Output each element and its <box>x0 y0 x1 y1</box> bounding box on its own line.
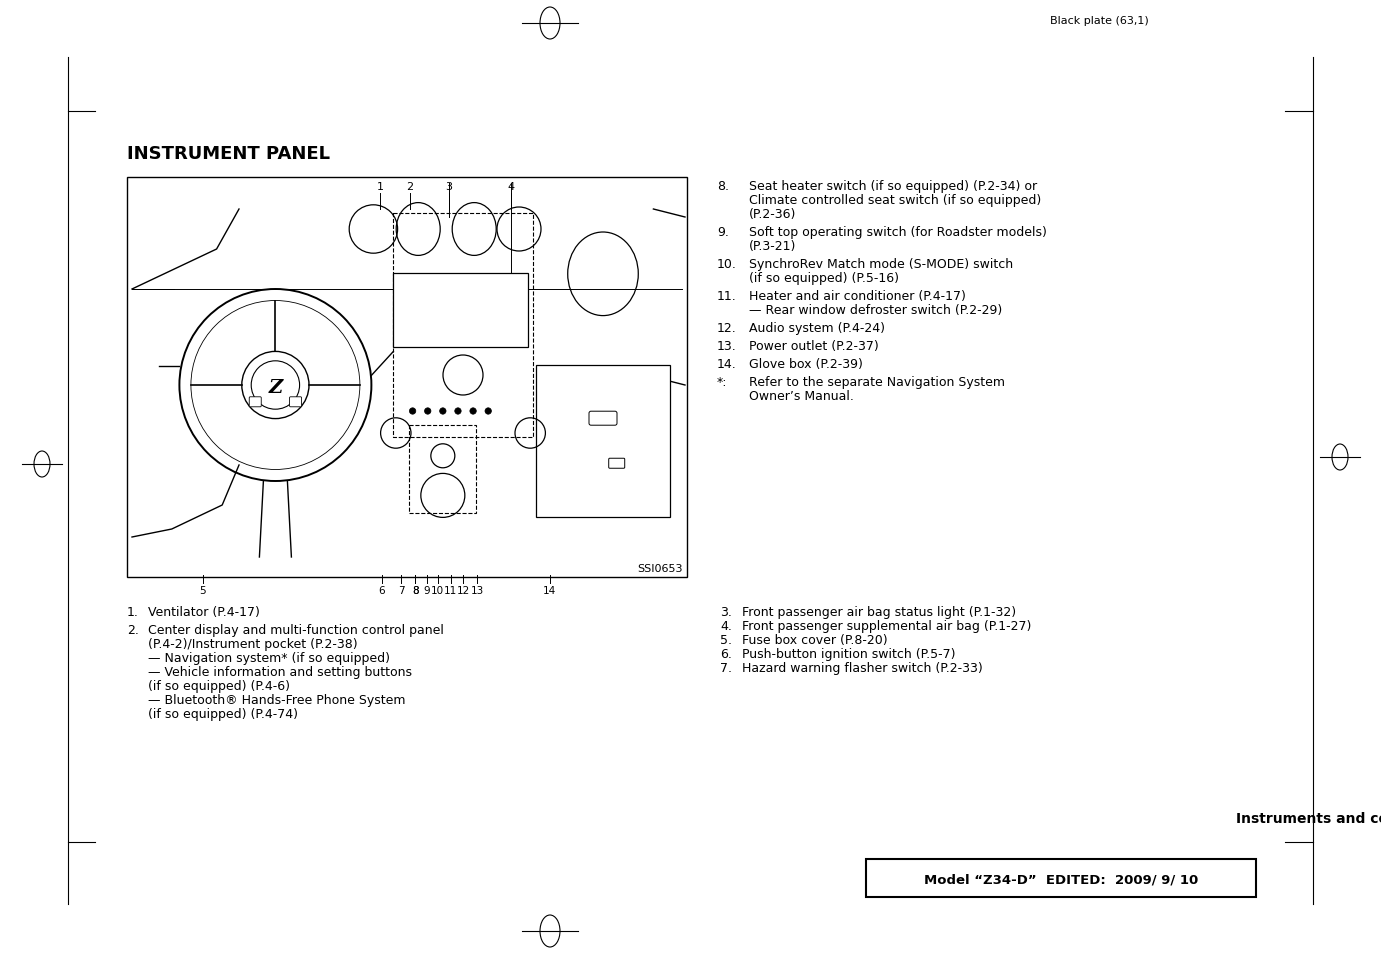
Text: Climate controlled seat switch (if so equipped): Climate controlled seat switch (if so eq… <box>749 193 1041 207</box>
Text: 8: 8 <box>412 585 418 596</box>
Text: Power outlet (P.2-37): Power outlet (P.2-37) <box>749 339 878 353</box>
Text: 13.: 13. <box>717 339 736 353</box>
Text: INSTRUMENT PANEL: INSTRUMENT PANEL <box>127 145 330 163</box>
Text: Front passenger air bag status light (P.1-32): Front passenger air bag status light (P.… <box>742 605 1016 618</box>
Text: 8: 8 <box>412 585 418 596</box>
Text: 14: 14 <box>543 585 557 596</box>
Text: (P.3-21): (P.3-21) <box>749 240 797 253</box>
Text: 5: 5 <box>199 585 206 596</box>
Text: Z: Z <box>268 378 283 396</box>
FancyBboxPatch shape <box>249 397 261 407</box>
Text: 7.: 7. <box>720 661 732 675</box>
Text: 6: 6 <box>378 585 385 596</box>
Text: 12.: 12. <box>717 322 736 335</box>
Text: Owner’s Manual.: Owner’s Manual. <box>749 390 853 402</box>
Text: 10.: 10. <box>717 257 737 271</box>
Text: 6.: 6. <box>720 647 732 660</box>
Text: 14.: 14. <box>717 357 736 371</box>
Text: 2.: 2. <box>127 623 139 637</box>
Circle shape <box>470 409 476 415</box>
Circle shape <box>485 409 492 415</box>
Text: Heater and air conditioner (P.4-17): Heater and air conditioner (P.4-17) <box>749 290 965 303</box>
Text: 2: 2 <box>406 182 413 192</box>
Text: 11.: 11. <box>717 290 736 303</box>
Text: Refer to the separate Navigation System: Refer to the separate Navigation System <box>749 375 1005 389</box>
Text: — Rear window defroster switch (P.2-29): — Rear window defroster switch (P.2-29) <box>749 304 1003 316</box>
Text: (P.2-36): (P.2-36) <box>749 208 797 221</box>
Text: — Vehicle information and setting buttons: — Vehicle information and setting button… <box>148 665 412 679</box>
FancyBboxPatch shape <box>590 412 617 426</box>
Text: Soft top operating switch (for Roadster models): Soft top operating switch (for Roadster … <box>749 226 1047 239</box>
Text: Instruments and controls: Instruments and controls <box>1236 811 1381 825</box>
Text: 7: 7 <box>398 585 405 596</box>
Text: *:: *: <box>717 375 728 389</box>
Text: Model “Z34-D”  EDITED:  2009/ 9/ 10: Model “Z34-D” EDITED: 2009/ 9/ 10 <box>924 873 1199 885</box>
Text: (if so equipped) (P.5-16): (if so equipped) (P.5-16) <box>749 272 899 285</box>
Circle shape <box>409 409 416 415</box>
Text: Push-button ignition switch (P.5-7): Push-button ignition switch (P.5-7) <box>742 647 956 660</box>
Circle shape <box>454 409 461 415</box>
Circle shape <box>424 409 431 415</box>
FancyBboxPatch shape <box>290 397 301 407</box>
Text: Ventilator (P.4-17): Ventilator (P.4-17) <box>148 605 260 618</box>
FancyBboxPatch shape <box>609 458 624 469</box>
Text: (if so equipped) (P.4-74): (if so equipped) (P.4-74) <box>148 707 298 720</box>
Text: Glove box (P.2-39): Glove box (P.2-39) <box>749 357 863 371</box>
Bar <box>536 366 670 517</box>
Text: Seat heater switch (if so equipped) (P.2-34) or: Seat heater switch (if so equipped) (P.2… <box>749 180 1037 193</box>
Text: — Bluetooth® Hands-Free Phone System: — Bluetooth® Hands-Free Phone System <box>148 693 406 706</box>
Text: 12: 12 <box>456 585 470 596</box>
Text: Center display and multi-function control panel: Center display and multi-function contro… <box>148 623 443 637</box>
Text: SSI0653: SSI0653 <box>638 563 684 574</box>
Text: 1: 1 <box>377 182 384 192</box>
Text: 9: 9 <box>424 585 429 596</box>
Bar <box>394 274 528 348</box>
Text: 4.: 4. <box>720 619 732 633</box>
Text: 13: 13 <box>471 585 483 596</box>
Text: Black plate (63,1): Black plate (63,1) <box>1050 16 1149 26</box>
Text: 3: 3 <box>446 182 453 192</box>
Bar <box>127 178 686 578</box>
Text: SynchroRev Match mode (S-MODE) switch: SynchroRev Match mode (S-MODE) switch <box>749 257 1014 271</box>
Text: (if so equipped) (P.4-6): (if so equipped) (P.4-6) <box>148 679 290 692</box>
Text: Hazard warning flasher switch (P.2-33): Hazard warning flasher switch (P.2-33) <box>742 661 983 675</box>
Text: 4: 4 <box>507 182 514 192</box>
Text: 11: 11 <box>445 585 457 596</box>
Bar <box>394 213 533 437</box>
Text: Audio system (P.4-24): Audio system (P.4-24) <box>749 322 885 335</box>
Text: (P.4-2)/Instrument pocket (P.2-38): (P.4-2)/Instrument pocket (P.2-38) <box>148 638 358 650</box>
Text: 10: 10 <box>431 585 445 596</box>
Text: Fuse box cover (P.8-20): Fuse box cover (P.8-20) <box>742 634 888 646</box>
Text: 1.: 1. <box>127 605 139 618</box>
Bar <box>866 859 1255 897</box>
Circle shape <box>439 409 446 415</box>
Text: 3.: 3. <box>720 605 732 618</box>
Text: Front passenger supplemental air bag (P.1-27): Front passenger supplemental air bag (P.… <box>742 619 1032 633</box>
Text: 8.: 8. <box>717 180 729 193</box>
Text: 9.: 9. <box>717 226 729 239</box>
Bar <box>409 426 476 514</box>
Text: — Navigation system* (if so equipped): — Navigation system* (if so equipped) <box>148 651 389 664</box>
Text: 5.: 5. <box>720 634 732 646</box>
